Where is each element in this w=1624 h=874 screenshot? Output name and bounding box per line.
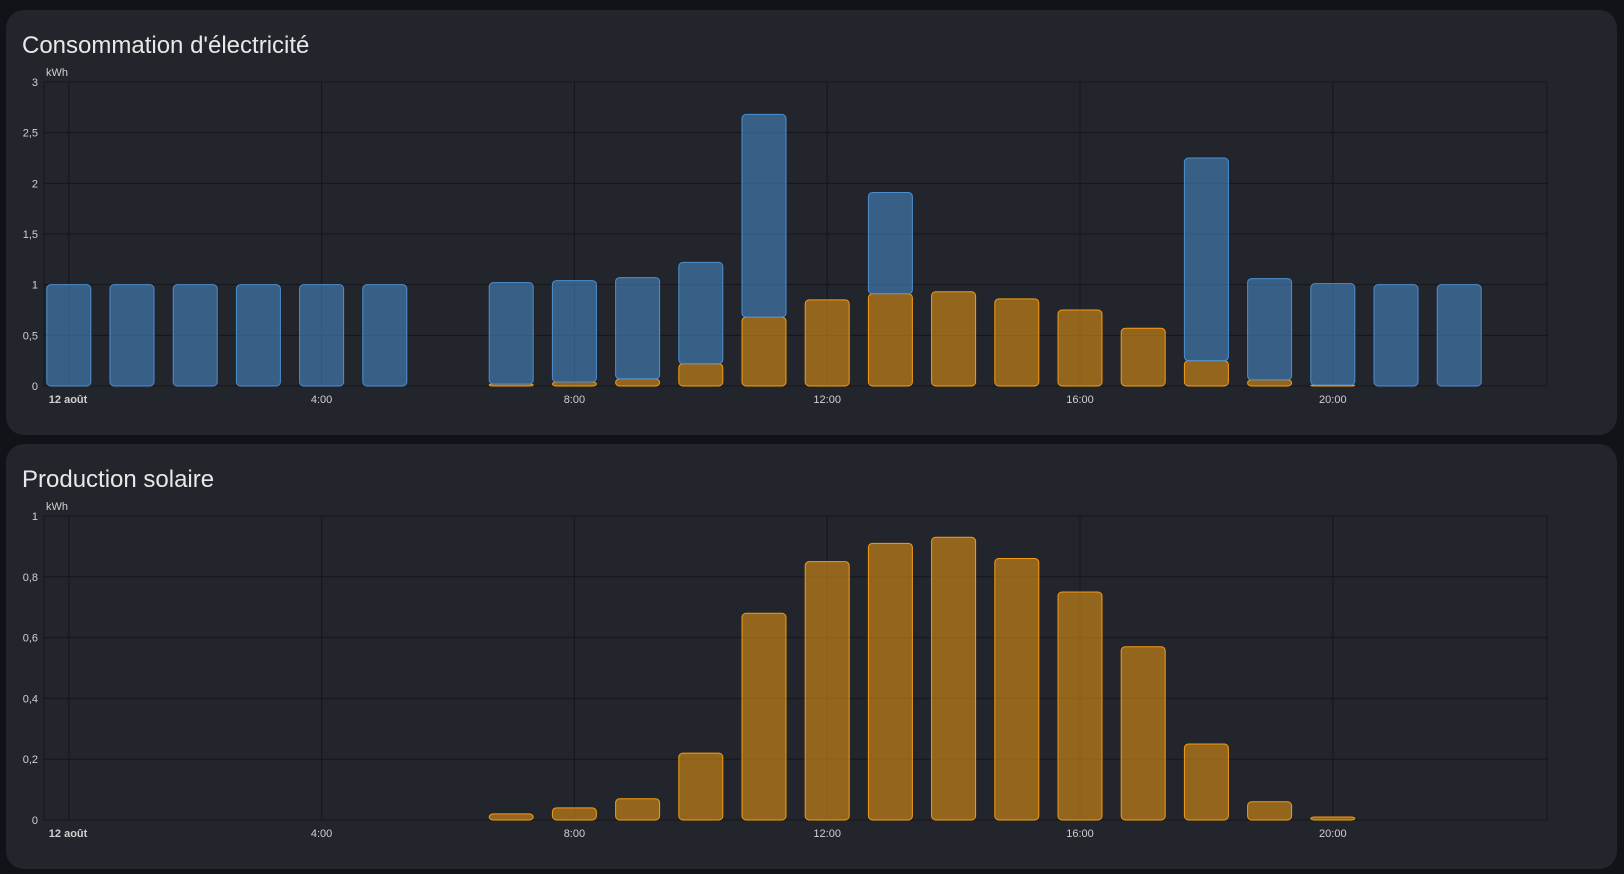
y-tick-label: 0: [32, 381, 38, 393]
bar[interactable]: [1247, 801, 1293, 821]
bar[interactable]: [488, 813, 534, 821]
bar[interactable]: [1183, 157, 1229, 362]
x-tick-label: 16:00: [1066, 394, 1094, 406]
bar[interactable]: [678, 752, 724, 821]
solar-chart: 0 0,2 0,4 0,6 0,8 1 12 août 4:00 8:00 12:00 16:00 2…: [23, 501, 1548, 840]
bar[interactable]: [1057, 591, 1103, 821]
card-title: Consommation d'électricité: [22, 32, 310, 59]
bar[interactable]: [1310, 816, 1356, 821]
y-tick-label: 1: [32, 280, 38, 292]
x-tick-label: 20:00: [1319, 394, 1347, 406]
bar[interactable]: [235, 284, 281, 387]
x-tick-label: 12:00: [813, 828, 841, 840]
y-tick-label: 0,6: [23, 633, 38, 645]
y-tick-label: 1,5: [23, 229, 38, 241]
bar[interactable]: [488, 282, 534, 385]
x-tick-label: 8:00: [564, 828, 585, 840]
card-title: Production solaire: [22, 466, 215, 493]
y-tick-label: 0: [32, 815, 38, 827]
y-tick-label: 1: [32, 511, 38, 523]
y-tick-label: 0,2: [23, 754, 38, 766]
bar[interactable]: [299, 284, 345, 387]
bar[interactable]: [1120, 646, 1166, 821]
bar[interactable]: [867, 293, 913, 387]
bar[interactable]: [994, 298, 1040, 387]
bar[interactable]: [1436, 284, 1482, 387]
bar[interactable]: [46, 284, 92, 387]
consumption-chart: 0 0,5 1 1,5 2 2,5 3 12 août 4:00 8:00 12:00 16:00 20…: [23, 67, 1548, 406]
x-tick-label: 8:00: [564, 394, 585, 406]
x-tick-label: 4:00: [311, 394, 332, 406]
y-axis-unit: kWh: [46, 501, 68, 513]
bar[interactable]: [741, 316, 787, 387]
y-tick-label: 3: [32, 77, 38, 89]
bar[interactable]: [994, 558, 1040, 821]
solar-card: Production solaire 0 0,2 0,4 0,6 0,8 1 12 août…: [6, 444, 1617, 869]
bar[interactable]: [1183, 743, 1229, 821]
x-tick-label: 16:00: [1066, 828, 1094, 840]
bar[interactable]: [867, 191, 913, 295]
bar[interactable]: [741, 612, 787, 821]
bar[interactable]: [615, 798, 661, 821]
bar[interactable]: [804, 561, 850, 821]
bar[interactable]: [1183, 360, 1229, 387]
bar[interactable]: [551, 807, 597, 821]
x-tick-label: 20:00: [1319, 828, 1347, 840]
bar[interactable]: [1247, 278, 1293, 381]
bar[interactable]: [551, 381, 597, 387]
bar[interactable]: [741, 113, 787, 318]
x-tick-label: 12 août: [49, 828, 88, 840]
bar[interactable]: [1373, 284, 1419, 387]
bar[interactable]: [678, 363, 724, 387]
y-tick-label: 2: [32, 178, 38, 190]
bar[interactable]: [804, 299, 850, 387]
x-tick-label: 4:00: [311, 828, 332, 840]
bar[interactable]: [172, 284, 218, 387]
y-tick-label: 0,4: [23, 693, 38, 705]
x-tick-label: 12 août: [49, 394, 88, 406]
y-tick-label: 0,5: [23, 330, 38, 342]
consumption-card: Consommation d'électricité 0 0,5 1 1,5 2 2,5 3…: [6, 10, 1617, 435]
bar[interactable]: [678, 261, 724, 365]
y-tick-label: 2,5: [23, 128, 38, 140]
bar[interactable]: [551, 280, 597, 383]
bar[interactable]: [1247, 379, 1293, 387]
bar[interactable]: [1057, 309, 1103, 387]
bar[interactable]: [615, 277, 661, 380]
y-axis-unit: kWh: [46, 67, 68, 79]
y-tick-label: 0,8: [23, 572, 38, 584]
bar[interactable]: [362, 284, 408, 387]
bar[interactable]: [1310, 283, 1356, 386]
bar[interactable]: [867, 542, 913, 821]
plot-area: [43, 515, 1548, 821]
bar[interactable]: [109, 284, 155, 387]
bar[interactable]: [931, 291, 977, 387]
bar[interactable]: [1120, 327, 1166, 387]
bar[interactable]: [615, 378, 661, 387]
x-tick-label: 12:00: [813, 394, 841, 406]
bar[interactable]: [931, 536, 977, 821]
